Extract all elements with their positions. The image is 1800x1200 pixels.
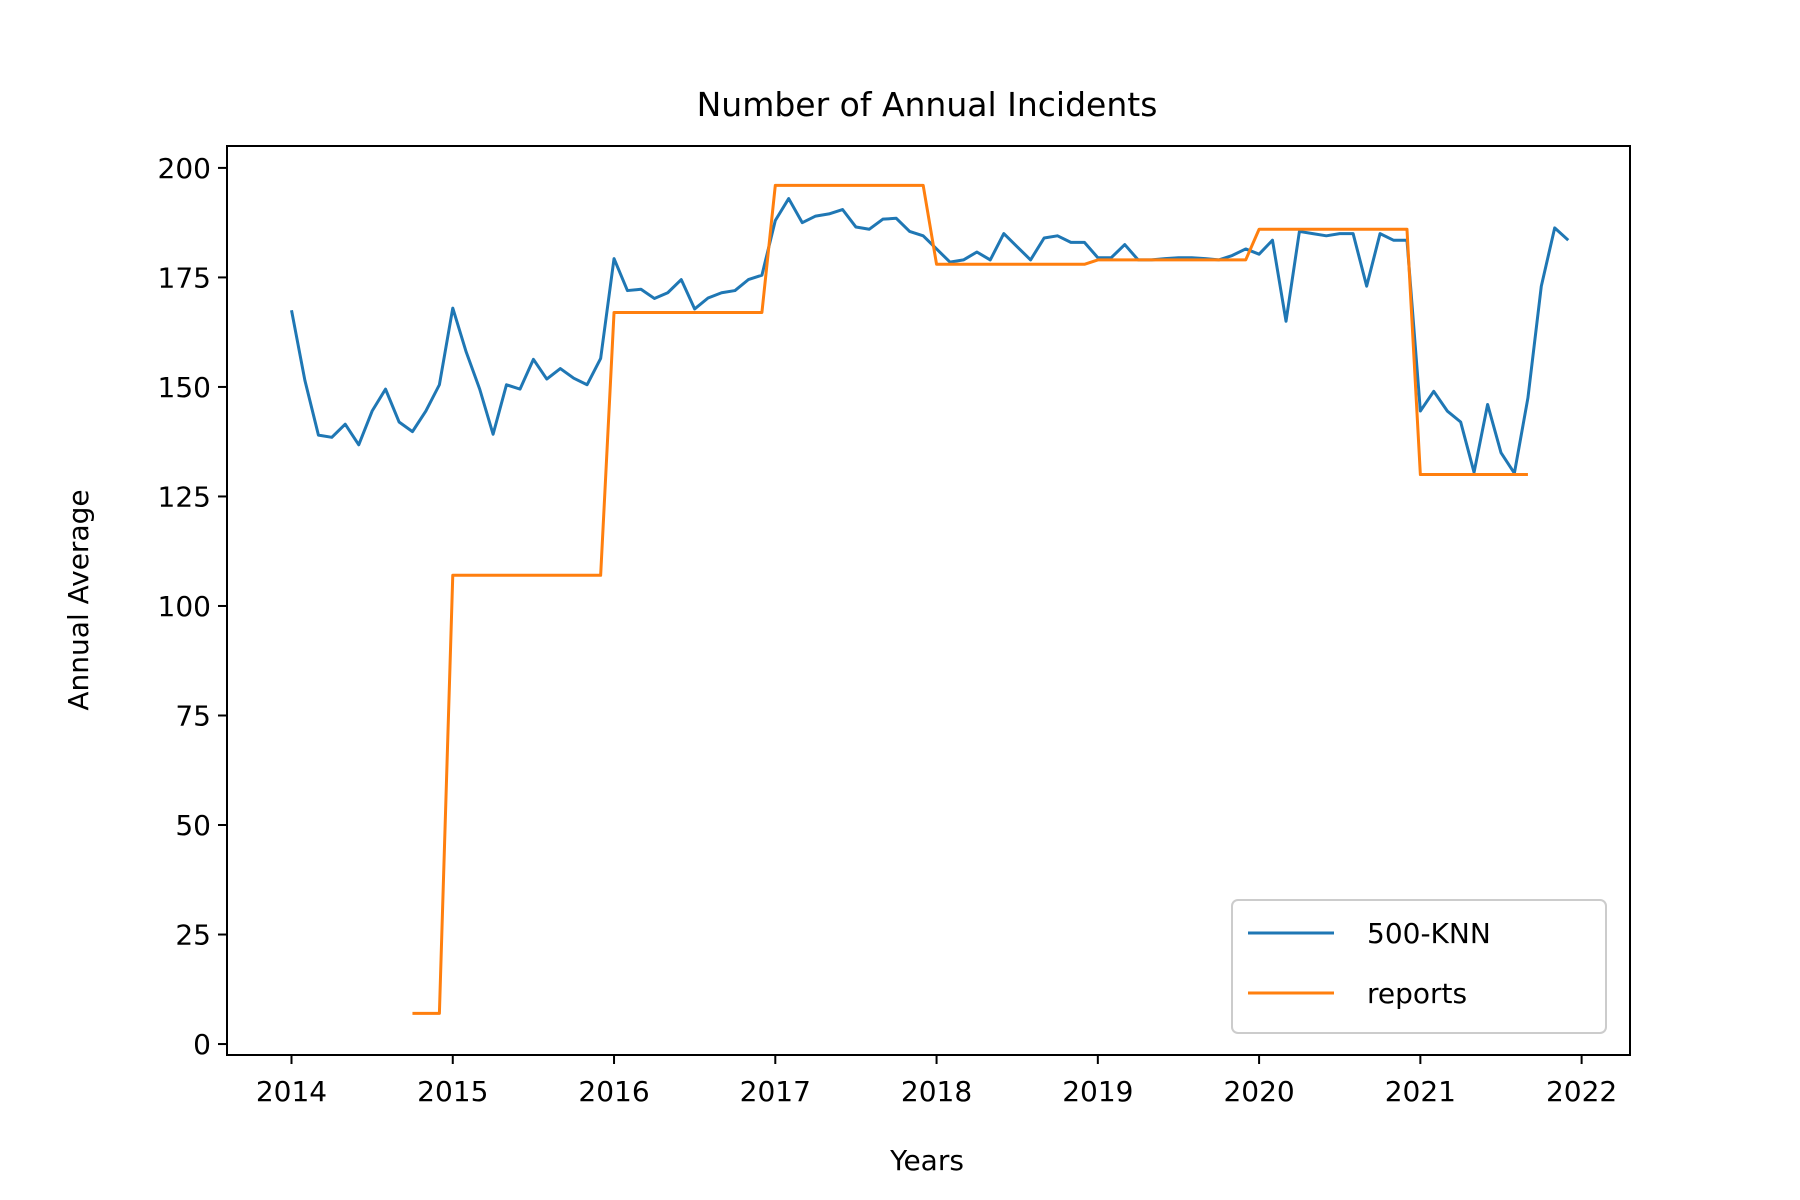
- y-tick-label: 175: [158, 261, 211, 294]
- y-tick-label: 100: [158, 590, 211, 623]
- series-line-reports: [412, 183, 1528, 1015]
- legend-label-reports: reports: [1367, 977, 1467, 1010]
- y-tick-label: 200: [158, 152, 211, 185]
- plot-area: [290, 183, 1570, 1015]
- x-axis-label: Years: [889, 1144, 964, 1177]
- series-line-500-knn: [290, 197, 1570, 475]
- y-tick-label: 25: [175, 919, 211, 952]
- x-tick-label: 2016: [578, 1075, 649, 1108]
- x-tick-label: 2022: [1546, 1075, 1617, 1108]
- axes-frame: [226, 145, 1631, 1056]
- y-axis-label: Annual Average: [62, 489, 95, 710]
- legend-label-500-knn: 500-KNN: [1367, 917, 1491, 950]
- x-tick-label: 2014: [256, 1075, 327, 1108]
- y-tick-label: 0: [193, 1028, 211, 1061]
- x-tick-label: 2017: [740, 1075, 811, 1108]
- x-tick-label: 2019: [1062, 1075, 1133, 1108]
- y-tick-label: 75: [175, 699, 211, 732]
- chart-title: Number of Annual Incidents: [697, 85, 1158, 124]
- x-tick-label: 2020: [1223, 1075, 1294, 1108]
- x-tick-label: 2018: [901, 1075, 972, 1108]
- legend: 500-KNN reports: [1231, 899, 1607, 1034]
- y-axis: 0 25 50 75 100 125 150 175 200: [158, 152, 227, 1061]
- x-tick-label: 2021: [1385, 1075, 1456, 1108]
- y-tick-label: 125: [158, 480, 211, 513]
- x-axis: 2014 2015 2016 2017 2018 2019 2020 2021 2022: [256, 1055, 1617, 1108]
- x-tick-label: 2015: [417, 1075, 488, 1108]
- y-tick-label: 50: [175, 809, 211, 842]
- y-tick-label: 150: [158, 371, 211, 404]
